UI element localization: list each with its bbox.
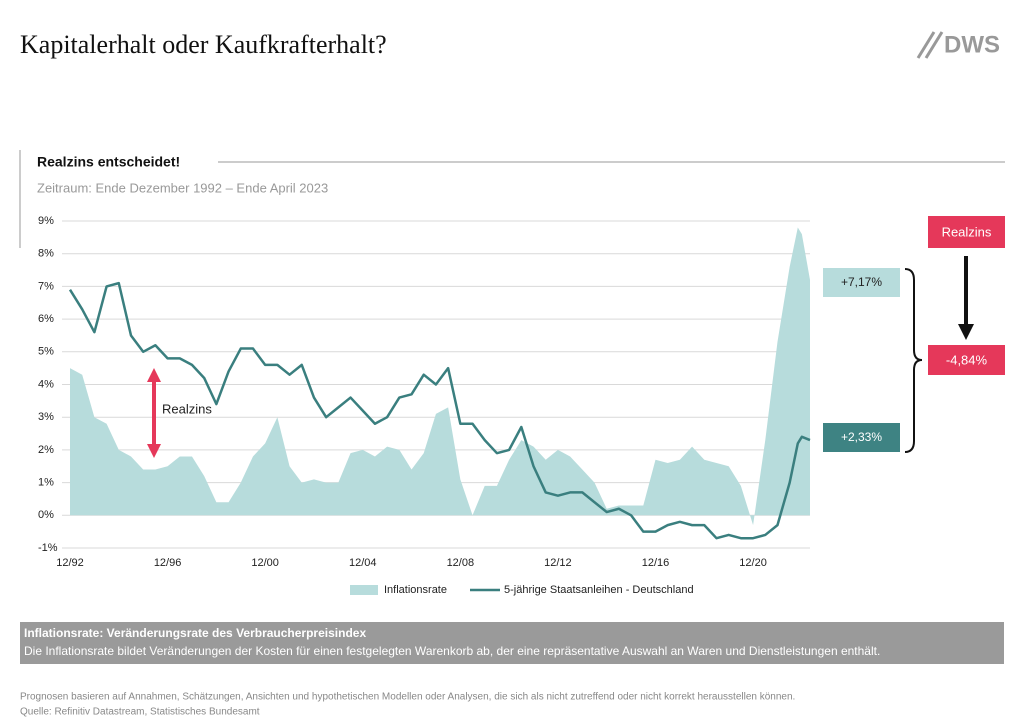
line xyxy=(68,281,811,540)
x-tick-label: 12/12 xyxy=(544,557,572,569)
section-title: Realzins entscheidet! xyxy=(37,154,180,170)
y-tick-label: 9% xyxy=(38,215,54,227)
y-tick-label: -1% xyxy=(38,542,58,554)
footnote: Quelle: Refinitiv Datastream, Statistisc… xyxy=(20,707,260,718)
box xyxy=(823,423,900,452)
logo: DWS xyxy=(916,31,1000,59)
x-tick-label: 12/96 xyxy=(154,557,182,569)
y-tick-label: 7% xyxy=(38,280,54,292)
x-tick-label: 12/20 xyxy=(739,557,767,569)
x-tick-label: 12/92 xyxy=(56,557,84,569)
box xyxy=(823,268,900,297)
annotation: +7,17% xyxy=(841,275,882,289)
y-tick-label: 6% xyxy=(38,313,54,325)
brace xyxy=(904,268,923,453)
y-tick-label: 0% xyxy=(38,509,54,521)
annotation: Realzins xyxy=(162,401,212,416)
info-box xyxy=(20,622,1004,664)
box xyxy=(928,216,1005,248)
footnote: Prognosen basieren auf Annahmen, Schätzu… xyxy=(20,692,795,703)
arrow-head xyxy=(147,368,161,382)
legend-label: Inflationsrate xyxy=(384,584,447,596)
x-tick-label: 12/16 xyxy=(642,557,670,569)
subtitle: Zeitraum: Ende Dezember 1992 – Ende Apri… xyxy=(37,180,328,195)
title: Kapitalerhalt oder Kaufkrafterhalt? xyxy=(20,30,387,59)
x-tick-label: 12/00 xyxy=(251,557,279,569)
area xyxy=(70,227,810,526)
y-tick-label: 8% xyxy=(38,248,54,260)
annotation: +2,33% xyxy=(841,430,882,444)
y-tick-label: 3% xyxy=(38,411,54,423)
legend-label: 5-jährige Staatsanleihen - Deutschland xyxy=(504,584,694,596)
logo-text: DWS xyxy=(944,31,1000,58)
logo-slash xyxy=(924,31,944,59)
x-tick-label: 12/04 xyxy=(349,557,377,569)
x-tick-label: 12/08 xyxy=(447,557,475,569)
plot: -1% 0% 1% 2% 3% 4% 5% 6% 7% 8% 9% 12/92 12/96 12/00 12… xyxy=(38,215,811,596)
legend-swatch xyxy=(350,585,378,595)
y-tick-label: 1% xyxy=(38,477,54,489)
arrow-head xyxy=(958,324,974,340)
box xyxy=(928,345,1005,375)
y-tick-label: 4% xyxy=(38,378,54,390)
y-tick-label: 2% xyxy=(38,444,54,456)
info-title: Inflationsrate: Veränderungsrate des Ver… xyxy=(24,626,366,640)
annotation: -4,84% xyxy=(946,352,988,367)
info-text: Die Inflationsrate bildet Veränderungen … xyxy=(24,644,880,658)
logo-slash xyxy=(916,31,936,59)
annotation: Realzins xyxy=(942,224,992,239)
y-tick-label: 5% xyxy=(38,346,54,358)
arrow-head xyxy=(147,444,161,458)
